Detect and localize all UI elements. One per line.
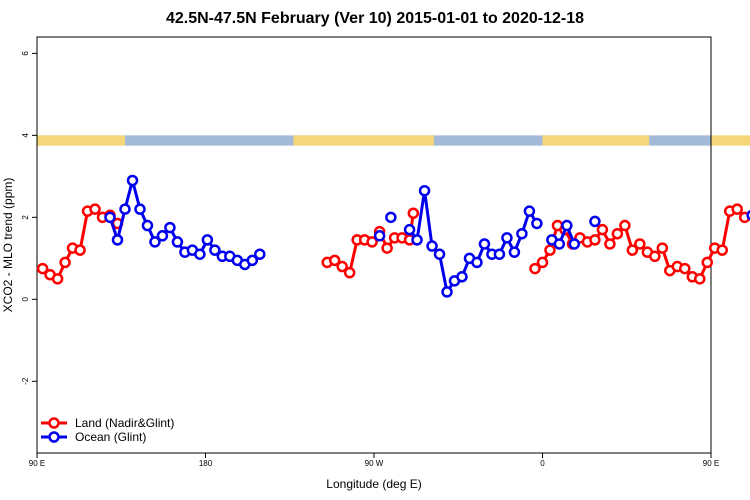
ocean-data-point [478,238,491,250]
land-ocean-bar [37,135,750,146]
x-axis-label: Longitude (deg E) [326,477,421,491]
land-data-point [701,256,714,269]
land-data-point [589,234,601,246]
land-data-point [366,236,378,248]
land-strip-segment [711,135,750,146]
ocean-data-point [418,184,431,197]
ocean-data-point [411,234,423,246]
ocean-data-point [403,223,416,236]
ocean-data-point [246,254,259,267]
ocean-data-point [119,203,131,215]
legend-ocean-marker [48,431,60,443]
y-tick-label: -2 [21,377,30,385]
legend-land-label: Land (Nadir&Glint) [75,416,174,430]
land-data-point [731,203,743,215]
land-data-point [656,242,669,254]
ocean-data-point [456,271,468,283]
ocean-data-point [501,232,513,244]
y-tick-label: 0 [21,297,30,302]
land-data-point [336,260,348,273]
y-tick-label: 2 [21,215,30,220]
land-data-point [407,207,420,219]
land-data-point [596,223,609,236]
ocean-data-point [441,286,453,298]
land-data-point [59,256,71,269]
ocean-data-point [134,203,146,215]
ocean-data-point [568,238,581,250]
land-data-point [51,273,64,285]
ocean-data-point [589,215,601,228]
series-layer [36,174,750,298]
ocean-data-point [433,248,446,260]
x-tick-label: 90 E [29,459,45,468]
legend: Land (Nadir&Glint) Ocean (Glint) [41,416,174,444]
land-data-point [544,244,556,256]
x-tick-label: 90 W [365,459,384,468]
ocean-data-point [531,217,543,230]
x-tick-label: 0 [540,459,545,468]
land-data-point [634,238,646,250]
ocean-data-point [111,234,124,246]
land-data-point [74,244,86,256]
land-data-point [89,203,101,215]
ocean-data-point [561,219,573,232]
y-axis-label: XCO2 - MLO trend (ppm) [1,178,15,313]
ocean-data-point [209,244,221,256]
land-data-point [619,219,631,232]
land-data-point [381,242,393,254]
land-data-point [649,250,661,263]
ocean-data-point [523,205,536,217]
land-data-point [536,256,549,269]
ocean-data-point [104,211,116,224]
land-data-point [679,262,691,275]
land-strip-segment [542,135,650,146]
land-data-point [694,273,706,285]
ocean-data-point [156,230,169,242]
ocean-series-line [408,189,539,294]
y-tick-label: 4 [21,133,30,138]
chart-title: 42.5N-47.5N February (Ver 10) 2015-01-01… [165,10,584,27]
ocean-data-point [516,227,528,240]
ocean-data-point [385,211,397,224]
land-data-point [604,238,616,250]
land-data-point [36,262,49,275]
ocean-data-point [201,234,214,246]
land-data-point [328,254,341,267]
ocean-data-point [493,248,506,260]
land-data-point [611,227,624,240]
land-data-point [716,244,728,256]
y-tick-label: 6 [21,51,30,56]
ocean-data-point [471,256,483,269]
ocean-data-point [746,209,750,221]
land-data-point [529,262,541,275]
ocean-data-point [141,219,154,232]
land-strip-segment [37,135,125,146]
x-tick-label: 180 [199,459,213,468]
ocean-data-point [164,221,176,234]
ocean-data-point [553,238,566,250]
ocean-data-point [508,246,521,258]
ocean-data-point [373,230,386,242]
land-strip-segment [293,135,434,146]
ocean-data-point [194,248,206,260]
legend-ocean-label: Ocean (Glint) [75,430,146,444]
y-axis: -2 0 2 4 6 [21,51,37,385]
land-data-point [343,266,356,279]
ocean-data-point [171,236,184,248]
x-tick-label: 90 E [703,459,719,468]
land-data-point [626,244,639,256]
legend-land-marker [48,417,60,429]
ocean-data-point [426,240,438,252]
ocean-data-point [254,248,266,260]
ocean-data-point [149,236,161,248]
ocean-data-point [126,174,139,187]
